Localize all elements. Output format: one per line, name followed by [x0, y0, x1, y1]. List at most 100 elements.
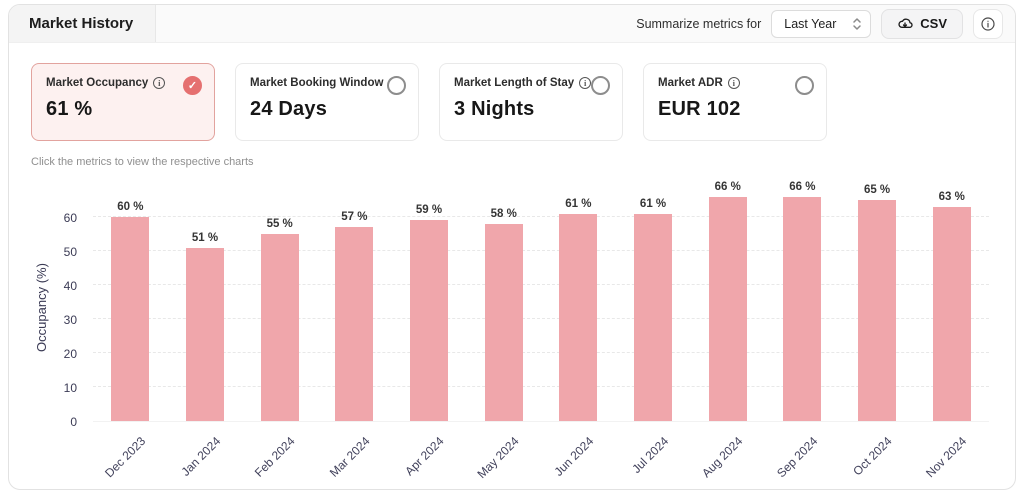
- radio-unselected-icon[interactable]: [795, 76, 814, 95]
- bar-value-label: 63 %: [938, 190, 965, 203]
- y-axis-title: Occupancy (%): [33, 262, 49, 352]
- download-cloud-icon: [897, 16, 913, 32]
- bar-value-label: 59 %: [415, 204, 443, 217]
- info-icon[interactable]: i: [153, 77, 166, 89]
- summarize-metrics-label: Summarize metrics for: [636, 16, 762, 31]
- bar[interactable]: [410, 220, 449, 421]
- metric-card-label: Market ADR i: [658, 77, 812, 89]
- x-axis-label: Jul 2024: [628, 434, 671, 476]
- x-axis-label: Aug 2024: [699, 434, 746, 481]
- x-axis-label: Apr 2024: [402, 434, 447, 479]
- bar-value-label: 60 %: [117, 201, 144, 213]
- info-button[interactable]: [973, 8, 1003, 39]
- metric-card-label: Market Occupancy i: [46, 77, 200, 89]
- period-select[interactable]: Last Year: [771, 9, 872, 38]
- x-slot: Jul 2024: [616, 426, 691, 476]
- bar-slot-dec-2023: 60 %: [93, 201, 168, 421]
- metric-card-label-text: Market Occupancy: [46, 77, 149, 89]
- metric-card-label-text: Market ADR: [658, 77, 723, 89]
- csv-export-button[interactable]: CSV: [881, 8, 963, 39]
- bar-value-label: 66 %: [789, 180, 816, 193]
- radio-unselected-icon[interactable]: [387, 76, 406, 95]
- metric-cards-row: Market Occupancy i ✓ 61 % Market Booking Win…: [9, 43, 1015, 141]
- metric-card-value: 61 %: [46, 98, 93, 120]
- gridline-20: [93, 352, 989, 353]
- bar-value-label: 61 %: [565, 197, 592, 210]
- x-slot: Jun 2024: [541, 426, 616, 479]
- bar[interactable]: [335, 227, 374, 421]
- bar-slot-apr-2024: 59 %: [392, 204, 467, 421]
- bar-slot-jan-2024: 51 %: [168, 232, 243, 421]
- x-slot: Apr 2024: [392, 426, 467, 478]
- bar-value-label: 65 %: [863, 184, 891, 196]
- info-icon[interactable]: i: [727, 77, 740, 89]
- bar[interactable]: [708, 196, 747, 421]
- y-tick-label-50: 50: [63, 245, 77, 259]
- x-axis-label: Dec 2023: [102, 434, 149, 481]
- metric-card-label: Market Length of Stay i: [454, 77, 608, 89]
- gridline-60: [93, 216, 989, 217]
- bar[interactable]: [260, 234, 299, 421]
- gridline-50: [93, 250, 989, 251]
- bar-value-label: 58 %: [490, 207, 517, 220]
- y-tick-label-0: 0: [70, 415, 77, 429]
- header: Market History Summarize metrics for Las…: [9, 5, 1015, 43]
- metric-card-market-length-of-stay[interactable]: Market Length of Stay i 3 Nights: [439, 63, 623, 141]
- bar[interactable]: [932, 206, 971, 421]
- gridline-30: [93, 318, 989, 319]
- plot-area: 60 % 51 % 55 % 57 % 59 % 58 % 61 % 61 % 66 % 66 %…: [93, 181, 989, 422]
- bar-slot-may-2024: 58 %: [466, 208, 541, 421]
- bar-slot-aug-2024: 66 %: [690, 181, 765, 421]
- bar[interactable]: [858, 200, 897, 421]
- bar-slot-nov-2024: 63 %: [914, 191, 989, 421]
- bar-slot-jun-2024: 61 %: [541, 198, 616, 421]
- y-axis-ticks: 0 10 20 30 40 50 60: [51, 192, 87, 428]
- x-axis-label: Mar 2024: [326, 434, 373, 480]
- occupancy-bar-chart: Occupancy (%) 0 10 20 30 40 50 60 60 % 51 % 55 %…: [31, 176, 989, 481]
- radio-selected-icon[interactable]: ✓: [183, 76, 202, 95]
- bar[interactable]: [634, 213, 673, 421]
- y-tick-label-60: 60: [63, 211, 77, 225]
- x-axis-label: Feb 2024: [251, 434, 298, 480]
- x-slot: Mar 2024: [317, 426, 392, 480]
- metric-card-market-booking-window[interactable]: Market Booking Windowi 24 Days: [235, 63, 419, 141]
- bar-value-label: 55 %: [266, 218, 293, 230]
- bar-slot-jul-2024: 61 %: [616, 198, 691, 421]
- metric-card-market-adr[interactable]: Market ADR i EUR 102: [643, 63, 827, 141]
- bar-slot-mar-2024: 57 %: [317, 211, 392, 421]
- metric-card-value: 3 Nights: [454, 98, 535, 120]
- market-history-panel: Market History Summarize metrics for Las…: [8, 4, 1016, 490]
- bar[interactable]: [186, 247, 224, 421]
- bar[interactable]: [111, 217, 150, 421]
- select-updown-icon: [852, 17, 862, 31]
- y-tick-label-40: 40: [63, 279, 77, 293]
- x-axis-label: Oct 2024: [850, 434, 895, 479]
- gridline-10: [93, 386, 989, 387]
- x-slot: May 2024: [466, 426, 541, 481]
- bar-value-label: 57 %: [341, 211, 368, 224]
- bar[interactable]: [783, 196, 822, 421]
- bar[interactable]: [559, 213, 598, 421]
- gridline-40: [93, 284, 989, 285]
- y-tick-label-20: 20: [63, 347, 77, 361]
- x-axis-labels: Dec 2023 Jan 2024 Feb 2024 Mar 2024 Apr 2024…: [93, 426, 989, 481]
- bar[interactable]: [484, 223, 523, 421]
- page-title: Market History: [9, 5, 157, 42]
- csv-button-label: CSV: [920, 16, 947, 31]
- radio-unselected-icon[interactable]: [591, 76, 610, 95]
- metric-card-market-occupancy[interactable]: Market Occupancy i ✓ 61 %: [31, 63, 215, 141]
- hint-text: Click the metrics to view the respective…: [31, 156, 254, 168]
- x-slot: Sep 2024: [765, 426, 840, 480]
- metric-card-label-text: Market Length of Stay: [454, 77, 575, 89]
- bars-container: 60 % 51 % 55 % 57 % 59 % 58 % 61 % 61 % 66 % 66 %…: [93, 181, 989, 421]
- bar-slot-feb-2024: 55 %: [242, 218, 317, 421]
- period-select-value: Last Year: [784, 16, 837, 31]
- metric-card-label: Market Booking Windowi: [250, 77, 404, 89]
- info-icon[interactable]: i: [579, 77, 592, 89]
- x-axis-label: Nov 2024: [923, 434, 970, 481]
- bar-value-label: 61 %: [639, 197, 667, 210]
- info-circle-icon: [980, 16, 996, 32]
- x-slot: Oct 2024: [840, 426, 915, 478]
- metric-card-value: EUR 102: [658, 98, 741, 120]
- x-axis-label: May 2024: [474, 434, 522, 482]
